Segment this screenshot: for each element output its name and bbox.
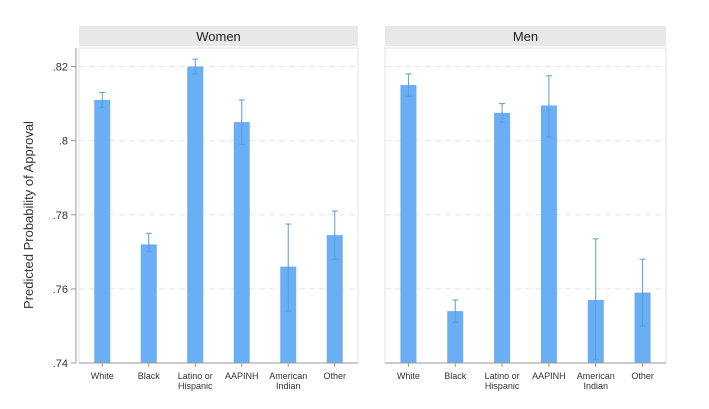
x-tick-label: White — [91, 371, 114, 381]
bar — [326, 235, 343, 363]
chart-panels: Women White Black Latino or Hispanic AAPINH Am… — [78, 26, 667, 391]
panel-header — [79, 26, 358, 46]
panel-header — [385, 26, 666, 46]
y-tick-label: .8 — [59, 136, 68, 148]
plot-area — [78, 47, 359, 364]
bar — [187, 66, 204, 363]
x-tick-label: American Indian — [269, 371, 307, 391]
bar — [447, 311, 464, 363]
x-tick-label: Latino or Hispanic — [485, 371, 520, 391]
bar — [540, 105, 557, 364]
bar — [280, 266, 297, 363]
panel-women: Women White Black Latino or Hispanic AAPINH Am… — [78, 26, 359, 391]
bar — [94, 99, 111, 363]
y-tick-label: .76 — [53, 284, 68, 296]
panel-title: Women — [196, 29, 241, 44]
x-tick-label: AAPINH — [225, 371, 259, 381]
x-tick-label: AAPINH — [532, 371, 566, 381]
x-tick-label: Black — [444, 371, 467, 381]
y-tick-label: .82 — [53, 62, 68, 74]
plot-area — [384, 47, 667, 364]
x-tick-label: Other — [323, 371, 346, 381]
bar — [400, 85, 417, 363]
x-tick-label: Black — [138, 371, 161, 381]
y-axis-label: Predicted Probability of Approval — [21, 121, 36, 309]
bar — [634, 292, 651, 363]
panel-title: Men — [513, 29, 538, 44]
bar — [233, 122, 250, 363]
x-tick-label: White — [397, 371, 420, 381]
x-tick-label: Other — [631, 371, 654, 381]
x-tick-label: American Indian — [577, 371, 615, 391]
x-tick-label: Latino or Hispanic — [178, 371, 213, 391]
y-tick-label: .74 — [53, 358, 68, 370]
panel-men: Men White Black Latino or Hispanic AAPINH Amer… — [384, 26, 667, 391]
bar — [140, 244, 157, 363]
y-tick-label: .78 — [53, 210, 68, 222]
bar — [494, 112, 511, 364]
y-axis-ticks: .74 .76 .78 .8 .82 — [53, 48, 77, 370]
